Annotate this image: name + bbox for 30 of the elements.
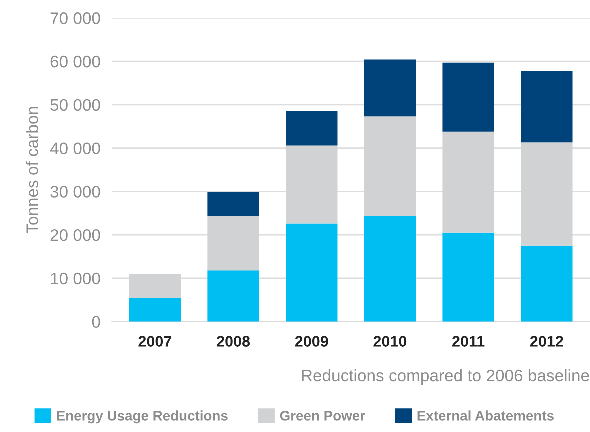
y-tick-label: 70 000 xyxy=(50,12,100,24)
y-tick-label: 50 000 xyxy=(50,99,100,112)
y-tick-label: 40 000 xyxy=(50,142,100,155)
y-axis-title: Tonnes of carbon xyxy=(26,107,38,234)
bar xyxy=(364,60,416,117)
y-tick-label: 30 000 xyxy=(50,186,100,198)
x-tick-label: 2008 xyxy=(217,336,250,347)
y-tick-label: 0 xyxy=(92,316,100,328)
legend-label: Green Power xyxy=(280,411,366,421)
y-tick-label: 60 000 xyxy=(50,56,100,68)
y-tick-label: 10 000 xyxy=(51,272,100,285)
x-tick-label: 2012 xyxy=(530,336,564,347)
x-tick-label: 2010 xyxy=(374,336,407,347)
bar xyxy=(521,246,573,322)
bar xyxy=(442,62,494,132)
bar xyxy=(208,192,260,216)
x-axis-title: Reductions compared to 2006 baseline xyxy=(302,369,590,385)
bar xyxy=(442,232,494,322)
bar xyxy=(208,270,260,322)
x-tick-label: 2009 xyxy=(295,336,328,347)
bar xyxy=(521,71,573,143)
legend-label: External Abatements xyxy=(418,410,554,421)
x-tick-label: 2007 xyxy=(138,336,172,347)
bar xyxy=(286,111,338,146)
y-tick-label: 20 000 xyxy=(50,229,100,242)
bar xyxy=(129,298,182,322)
bar xyxy=(286,224,338,322)
legend-label: Energy Usage Reductions xyxy=(57,410,228,424)
bar xyxy=(364,216,416,322)
x-tick-label: 2011 xyxy=(452,336,485,347)
